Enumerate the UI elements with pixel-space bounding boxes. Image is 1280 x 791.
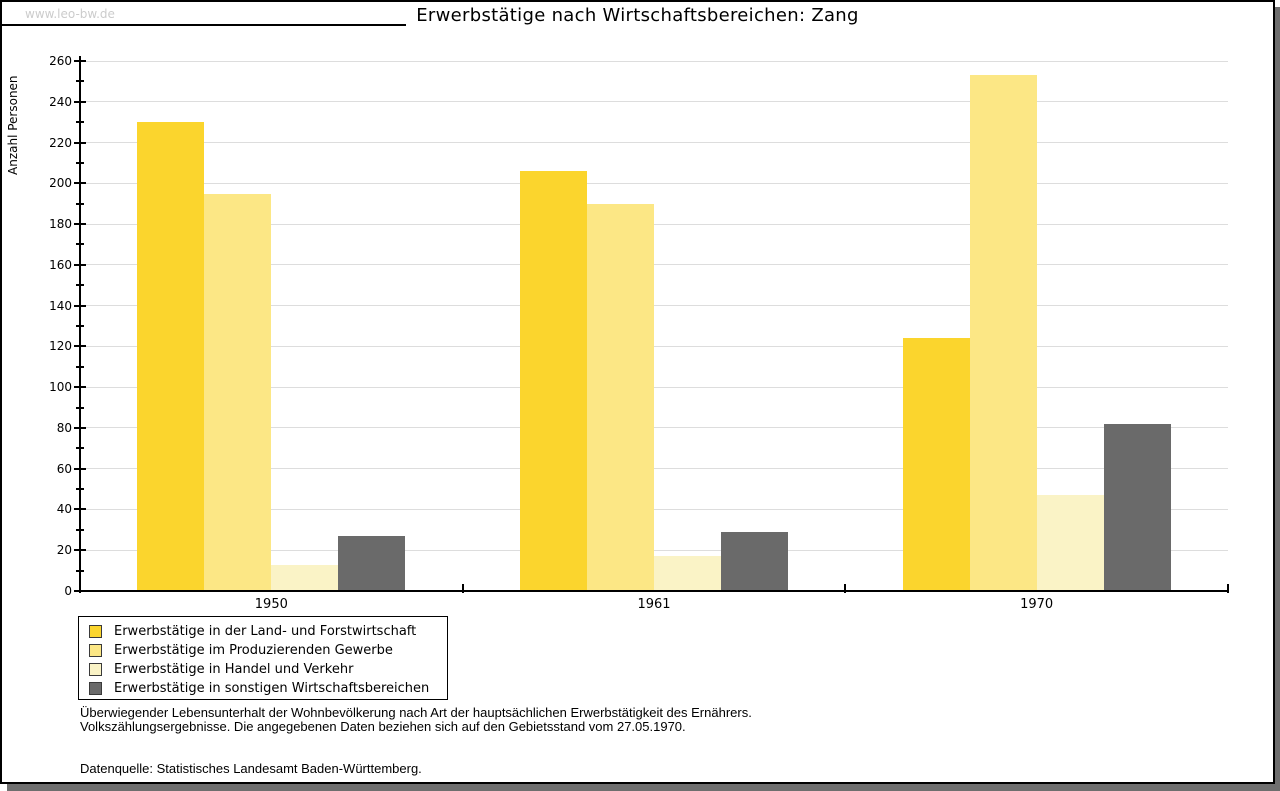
gridline <box>80 508 1228 510</box>
y-tick <box>74 467 86 470</box>
y-tick <box>76 365 84 368</box>
y-tick-label: 240 <box>49 94 72 109</box>
y-tick-label: 140 <box>49 298 72 313</box>
bar <box>721 531 788 591</box>
y-axis-line <box>79 56 81 593</box>
bar <box>587 203 654 591</box>
bar <box>271 564 339 591</box>
bar <box>654 556 721 591</box>
y-tick-label: 120 <box>49 339 72 354</box>
legend-item: Erwerbstätige im Produzierenden Gewerbe <box>89 641 447 660</box>
y-tick <box>74 386 86 389</box>
legend-item: Erwerbstätige in Handel und Verkehr <box>89 660 447 679</box>
gridline <box>80 223 1228 225</box>
x-tick <box>461 584 464 593</box>
legend-swatch <box>89 625 102 638</box>
y-tick-label: 60 <box>56 461 72 476</box>
y-tick <box>74 345 86 348</box>
bar <box>520 171 587 591</box>
watermark-text: www.leo-bw.de <box>25 7 115 21</box>
y-tick <box>76 80 84 83</box>
footer-note-line1: Überwiegender Lebensunterhalt der Wohnbe… <box>80 705 752 720</box>
footer-notes: Überwiegender Lebensunterhalt der Wohnbe… <box>80 706 752 776</box>
y-tick <box>74 426 86 429</box>
y-tick-label: 180 <box>49 217 72 232</box>
legend-swatch <box>89 663 102 676</box>
y-tick <box>76 284 84 287</box>
gridline <box>80 60 1228 62</box>
y-tick <box>76 488 84 491</box>
y-axis-title: Anzahl Personen <box>6 75 20 175</box>
legend-item: Erwerbstätige in sonstigen Wirtschaftsbe… <box>89 679 447 698</box>
gridline <box>80 468 1228 470</box>
header-rule <box>2 24 406 26</box>
y-tick <box>74 100 86 103</box>
chart-title: Erwerbstätige nach Wirtschaftsbereichen:… <box>416 5 859 26</box>
y-tick <box>74 263 86 266</box>
legend-label: Erwerbstätige in Handel und Verkehr <box>114 662 354 677</box>
gridline <box>80 549 1228 551</box>
y-tick <box>76 121 84 124</box>
x-tick <box>79 584 81 593</box>
legend-label: Erwerbstätige im Produzierenden Gewerbe <box>114 643 393 658</box>
bar <box>338 535 406 591</box>
y-tick-label: 160 <box>49 257 72 272</box>
legend: Erwerbstätige in der Land- und Forstwirt… <box>78 616 448 700</box>
y-tick-label: 0 <box>64 584 72 598</box>
legend-label: Erwerbstätige in sonstigen Wirtschaftsbe… <box>114 681 430 696</box>
y-tick <box>76 243 84 246</box>
x-tick <box>844 584 847 593</box>
bar <box>1103 423 1171 591</box>
y-tick <box>74 304 86 307</box>
y-tick-label: 20 <box>56 543 72 558</box>
footer-source: Datenquelle: Statistisches Landesamt Bad… <box>80 761 422 776</box>
bar <box>137 122 205 591</box>
y-tick-label: 40 <box>56 502 72 517</box>
gridline <box>80 142 1228 144</box>
bar <box>1036 495 1104 591</box>
legend-swatch <box>89 682 102 695</box>
y-tick <box>76 202 84 205</box>
x-tick-label: 1950 <box>254 597 288 612</box>
y-tick-label: 80 <box>56 420 72 435</box>
y-tick-label: 200 <box>49 176 72 191</box>
x-tick <box>1227 584 1229 593</box>
y-tick <box>76 161 84 164</box>
y-tick <box>74 60 86 62</box>
legend-label: Erwerbstätige in der Land- und Forstwirt… <box>114 624 417 639</box>
y-tick <box>74 141 86 144</box>
y-tick-label: 260 <box>49 54 72 68</box>
x-axis-line <box>79 590 1229 592</box>
y-tick <box>76 569 84 572</box>
x-tick-label: 1961 <box>637 597 671 612</box>
y-tick <box>76 528 84 531</box>
gridline <box>80 386 1228 388</box>
y-tick <box>74 182 86 185</box>
x-tick-label: 1970 <box>1020 597 1054 612</box>
bar <box>969 75 1037 591</box>
legend-swatch <box>89 644 102 657</box>
footer-note-line2: Volkszählungsergebnisse. Die angegebenen… <box>80 719 686 734</box>
y-tick-label: 220 <box>49 135 72 150</box>
y-tick <box>74 549 86 552</box>
bar <box>204 193 272 591</box>
y-tick <box>76 406 84 409</box>
gridline <box>80 427 1228 429</box>
gridline <box>80 264 1228 266</box>
legend-item: Erwerbstätige in der Land- und Forstwirt… <box>89 622 447 641</box>
y-tick <box>76 447 84 450</box>
gridline <box>80 182 1228 184</box>
y-tick <box>76 325 84 327</box>
y-tick-label: 100 <box>49 380 72 395</box>
y-tick <box>74 508 86 511</box>
bar <box>902 338 970 591</box>
gridline <box>80 305 1228 307</box>
gridline <box>80 101 1228 103</box>
y-tick <box>74 223 86 226</box>
gridline <box>80 345 1228 347</box>
